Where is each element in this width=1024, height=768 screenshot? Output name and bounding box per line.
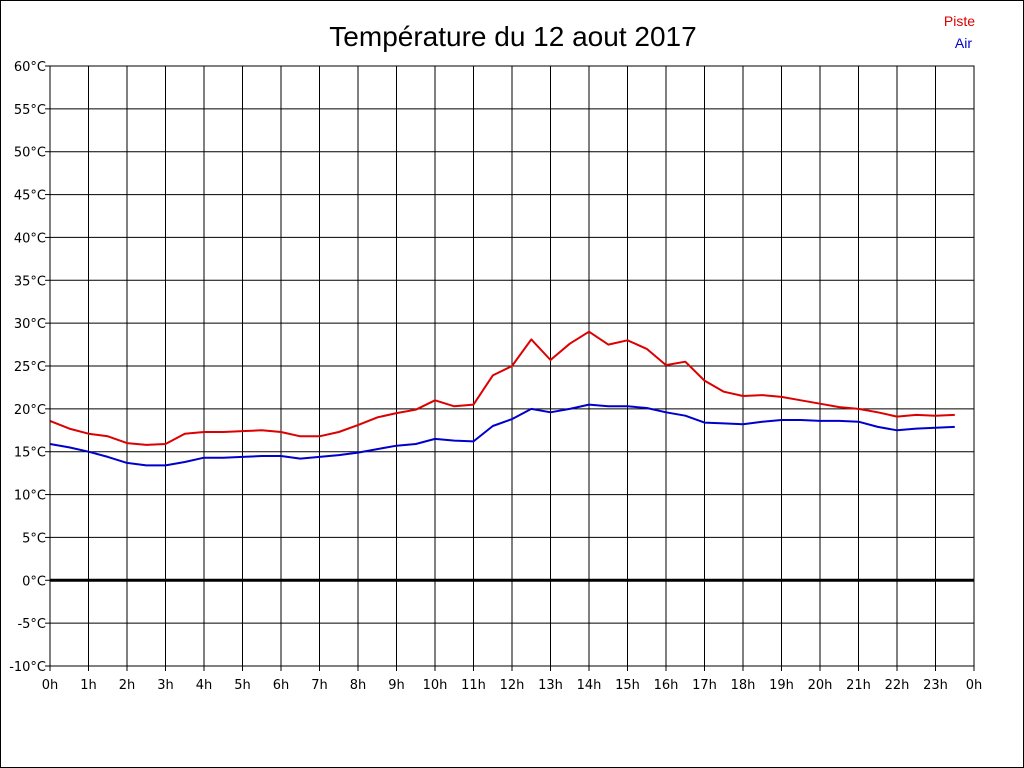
- x-tick-label: 17h: [692, 678, 717, 693]
- y-tick-label: 45°C: [14, 189, 46, 204]
- x-tick-label: 0h: [42, 678, 59, 693]
- y-tick-label: 50°C: [14, 146, 46, 161]
- x-tick-label: 14h: [577, 678, 602, 693]
- x-tick-label: 1h: [80, 678, 97, 693]
- x-tick-label: 8h: [350, 678, 367, 693]
- x-tick-label: 21h: [846, 678, 871, 693]
- y-tick-label: -5°C: [17, 617, 46, 632]
- x-tick-label: 5h: [234, 678, 251, 693]
- x-tick-label: 11h: [461, 678, 486, 693]
- x-tick-label: 3h: [157, 678, 174, 693]
- plot-border: [49, 65, 975, 667]
- x-tick-label: 16h: [654, 678, 679, 693]
- legend: Piste Air: [944, 13, 975, 51]
- y-tick-label: 55°C: [14, 103, 46, 118]
- x-tick-label: 0h: [966, 678, 983, 693]
- y-tick-label: 40°C: [14, 231, 46, 246]
- x-tick-label: 12h: [500, 678, 525, 693]
- y-tick-label: 5°C: [22, 531, 46, 546]
- y-tick-label: 25°C: [14, 360, 46, 375]
- series-line-air: [49, 403, 955, 467]
- x-tick-label: 10h: [423, 678, 448, 693]
- x-tick-label: 15h: [615, 678, 640, 693]
- y-axis-ticks: -10°C -5°C 0°C 5°C 10°C 15°C 20°C 25°C 30°C 35°C 4…: [9, 60, 50, 675]
- y-tick-label: 60°C: [14, 60, 46, 75]
- x-tick-label: 19h: [769, 678, 794, 693]
- y-tick-label: 35°C: [14, 274, 46, 289]
- y-tick-label: 0°C: [22, 574, 46, 589]
- legend-entry-air: Air: [955, 35, 972, 51]
- y-tick-label: 30°C: [14, 317, 46, 332]
- series-line-piste: [49, 330, 955, 446]
- x-tick-label: 9h: [388, 678, 405, 693]
- y-tick-label: 15°C: [14, 446, 46, 461]
- x-axis-ticks: 0h 1h 2h 3h 4h 5h 6h 7h 8h 9h 10h 11h 12h 13h 14h 15h 16…: [42, 666, 983, 693]
- legend-entry-piste: Piste: [944, 13, 975, 29]
- x-tick-label: 20h: [808, 678, 833, 693]
- x-tick-label: 18h: [731, 678, 756, 693]
- x-tick-label: 23h: [923, 678, 948, 693]
- x-tick-label: 6h: [273, 678, 290, 693]
- series-lines: [49, 330, 955, 467]
- x-tick-label: 13h: [538, 678, 563, 693]
- y-tick-label: 20°C: [14, 403, 46, 418]
- chart-title: Température du 12 aout 2017: [329, 21, 696, 52]
- x-tick-label: 2h: [119, 678, 136, 693]
- y-tick-label: -10°C: [9, 660, 46, 675]
- x-tick-label: 22h: [885, 678, 910, 693]
- x-tick-label: 4h: [196, 678, 213, 693]
- y-tick-label: 10°C: [14, 489, 46, 504]
- x-tick-label: 7h: [311, 678, 328, 693]
